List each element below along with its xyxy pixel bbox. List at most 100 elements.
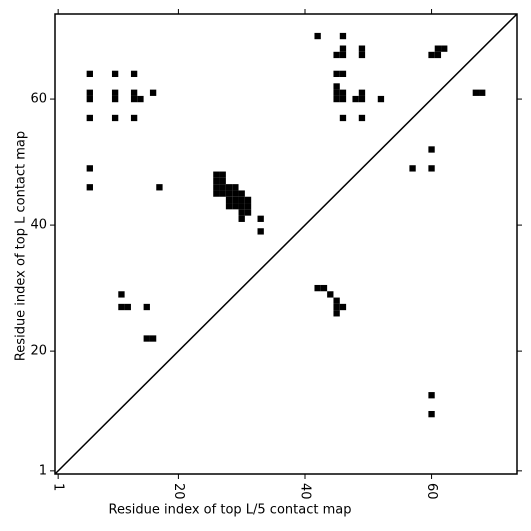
contact-cell — [428, 410, 435, 418]
contact-cell — [333, 297, 340, 304]
contact-cell — [238, 209, 245, 216]
y-tick-label: 60 — [30, 92, 47, 107]
contact-cell — [333, 310, 340, 317]
contact-cell — [213, 177, 220, 185]
contact-cell — [86, 95, 93, 103]
contact-cell — [232, 190, 239, 197]
contact-cell — [111, 70, 119, 78]
contact-cell — [339, 51, 347, 59]
contact-cell — [130, 70, 138, 78]
contact-cell — [352, 95, 359, 103]
contact-cell — [232, 184, 239, 191]
contact-cell — [428, 392, 435, 399]
contact-cell — [339, 70, 347, 78]
y-tick-label: 40 — [30, 218, 47, 233]
contact-cell — [130, 95, 138, 103]
contact-cell — [333, 95, 340, 103]
contact-cell — [333, 83, 340, 90]
contact-cell — [358, 114, 366, 122]
contact-cell — [428, 165, 435, 172]
contact-cell — [156, 184, 163, 191]
contact-cell — [479, 89, 486, 96]
contact-cell — [232, 196, 239, 204]
contact-cell — [409, 165, 416, 172]
contact-cell — [238, 196, 245, 204]
contact-cell — [244, 209, 252, 216]
contact-cell — [232, 203, 239, 210]
contact-cell — [238, 190, 245, 197]
contact-cell — [238, 203, 245, 210]
contact-cell — [327, 291, 334, 298]
contact-cell — [225, 203, 233, 210]
contact-cell — [244, 203, 252, 210]
contact-cell — [441, 45, 448, 52]
contact-cell — [143, 303, 150, 311]
contact-cell — [86, 165, 93, 172]
contact-cell — [314, 32, 321, 40]
contact-cell — [377, 95, 385, 103]
contact-cell — [339, 114, 347, 122]
contact-cell — [130, 89, 138, 96]
contact-cell — [358, 45, 366, 52]
contact-cell — [86, 184, 93, 191]
contact-cell — [149, 89, 157, 96]
contact-cell — [339, 89, 347, 96]
contact-cell — [320, 284, 328, 292]
contact-cell — [213, 190, 220, 197]
contact-cell — [339, 45, 347, 52]
contact-cell — [314, 284, 321, 292]
y-tick-label: 20 — [30, 344, 47, 359]
contact-cell — [428, 51, 435, 59]
y-tick-label: 1 — [39, 463, 47, 478]
contact-cell — [225, 184, 233, 191]
contact-cell — [339, 95, 347, 103]
contact-cell — [86, 89, 93, 96]
contact-cell — [143, 335, 150, 342]
contact-cell — [428, 146, 435, 153]
contact-cell — [130, 114, 138, 122]
contact-cell — [219, 190, 226, 197]
contact-cell — [111, 114, 119, 122]
contact-cell — [257, 215, 264, 222]
x-tick-label: 20 — [171, 483, 186, 500]
contact-cell — [86, 114, 93, 122]
x-axis-label: Residue index of top L/5 contact map — [109, 503, 352, 518]
diagonal-line — [54, 13, 518, 475]
contact-cell — [219, 177, 226, 185]
contact-cell — [225, 190, 233, 197]
x-tick-label: 60 — [424, 483, 439, 500]
contact-cell — [124, 303, 131, 311]
contact-cell — [137, 95, 144, 103]
contact-cell — [434, 51, 442, 59]
contact-cell — [86, 70, 93, 78]
contact-cell — [339, 303, 347, 311]
contact-cell — [238, 215, 245, 222]
contact-cell — [213, 171, 220, 178]
contact-cell — [213, 184, 220, 191]
contact-cell — [358, 51, 366, 59]
contact-cell — [333, 303, 340, 311]
contact-cell — [434, 45, 442, 52]
x-tick-label: 40 — [297, 483, 312, 500]
contact-cell — [118, 291, 125, 298]
contact-cell — [257, 228, 264, 235]
y-axis-label: Residue index of top L contact map — [14, 131, 29, 361]
contact-cell — [472, 89, 480, 96]
contact-cell — [219, 171, 226, 178]
contact-cell — [333, 70, 340, 78]
contact-cell — [111, 89, 119, 96]
contact-cell — [244, 196, 252, 204]
x-tick-label: 1 — [51, 483, 66, 491]
contact-cell — [358, 95, 366, 103]
contact-cell — [333, 89, 340, 96]
contact-cell — [111, 95, 119, 103]
contact-cell — [339, 32, 347, 40]
contact-cell — [358, 89, 366, 96]
contact-cell — [149, 335, 157, 342]
contact-cell — [219, 184, 226, 191]
contact-cell — [225, 196, 233, 204]
contact-cell — [118, 303, 125, 311]
contact-cell — [333, 51, 340, 59]
plot-frame — [54, 13, 518, 475]
